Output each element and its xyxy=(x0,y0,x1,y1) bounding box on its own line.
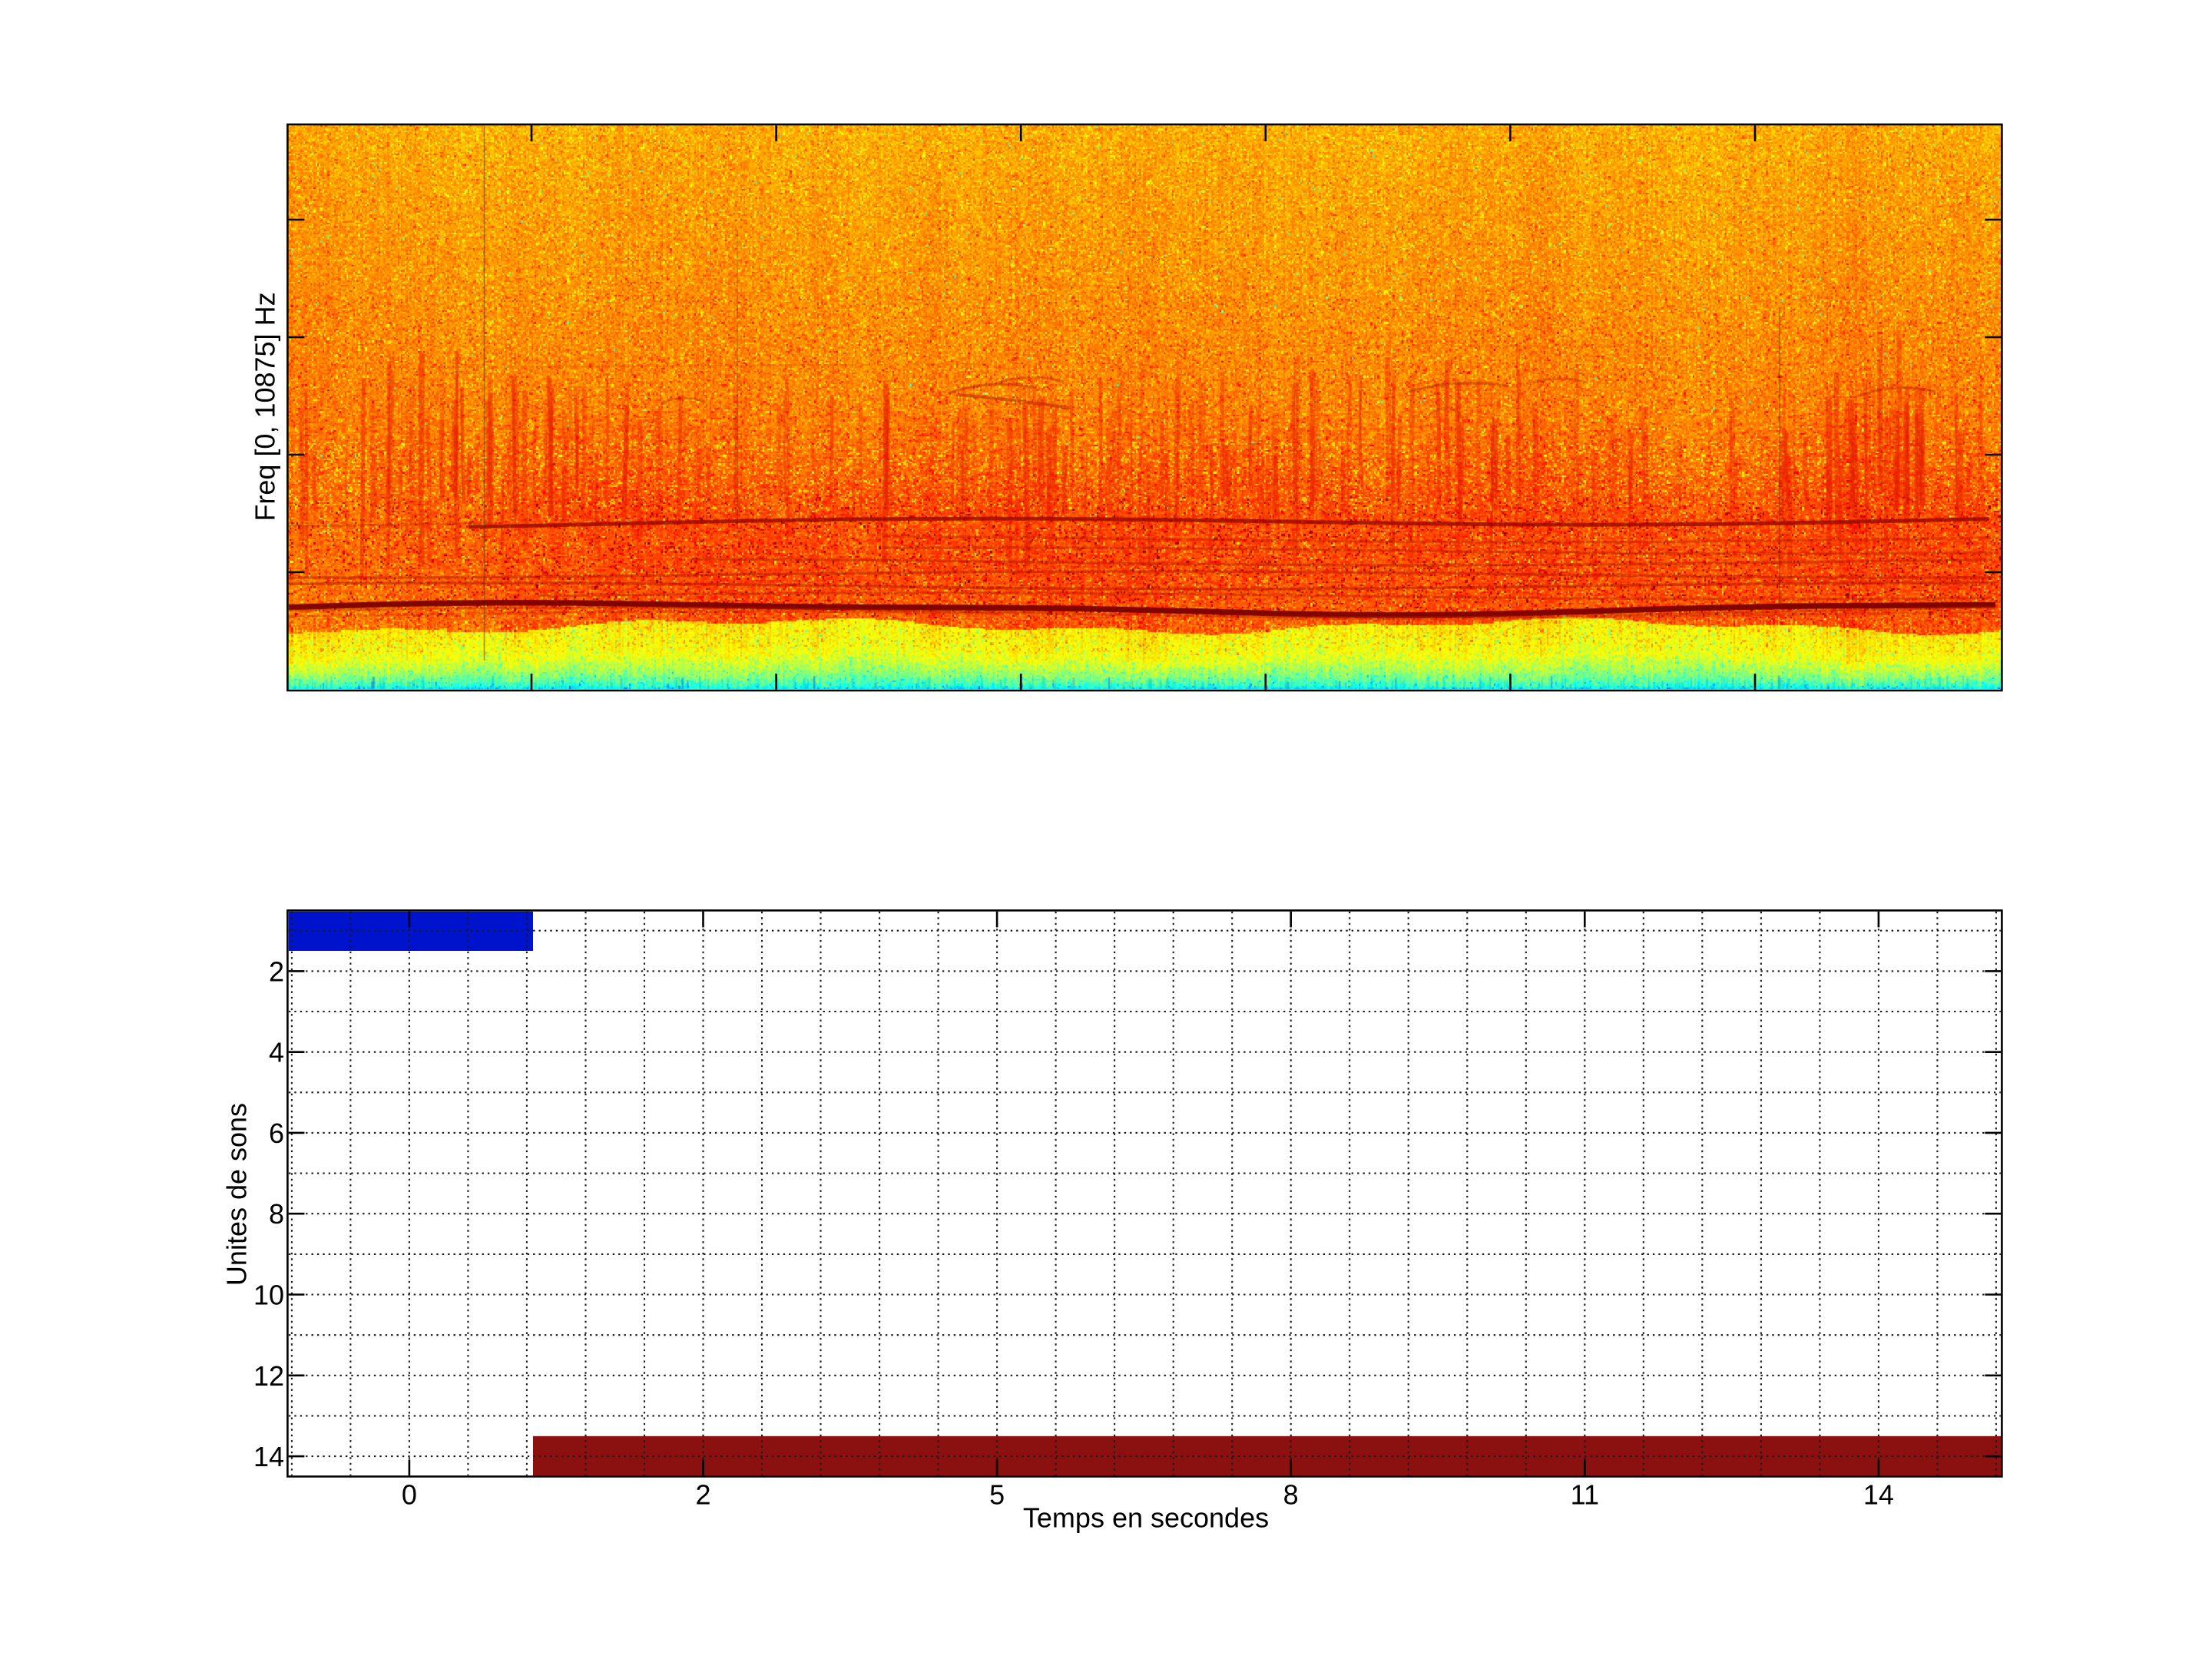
svg-text:Unites de sons: Unites de sons xyxy=(221,1103,253,1286)
svg-text:0: 0 xyxy=(402,1479,417,1511)
svg-text:2: 2 xyxy=(695,1479,710,1511)
svg-text:Temps en secondes: Temps en secondes xyxy=(1023,1502,1269,1534)
svg-text:5: 5 xyxy=(989,1479,1005,1511)
svg-text:Freq [0, 10875] Hz: Freq [0, 10875] Hz xyxy=(250,292,281,521)
svg-text:2: 2 xyxy=(269,955,284,987)
svg-text:6: 6 xyxy=(269,1118,284,1149)
svg-text:14: 14 xyxy=(253,1441,284,1472)
svg-text:8: 8 xyxy=(269,1198,284,1230)
svg-text:14: 14 xyxy=(1863,1479,1894,1511)
svg-text:12: 12 xyxy=(253,1360,284,1392)
svg-text:8: 8 xyxy=(1283,1479,1299,1511)
svg-text:11: 11 xyxy=(1571,1479,1599,1511)
svg-text:10: 10 xyxy=(253,1280,284,1311)
svg-text:4: 4 xyxy=(269,1037,284,1068)
